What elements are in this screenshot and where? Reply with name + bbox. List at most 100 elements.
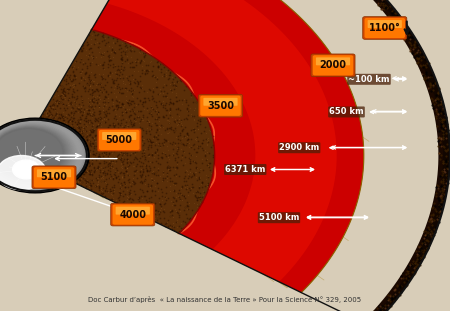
Point [54,100,61,104]
Point [29,145,36,150]
Point [379,303,386,308]
Point [186,216,193,221]
Point [70,153,77,158]
Point [178,225,185,230]
Point [85,171,92,176]
Point [95,130,103,135]
Point [378,6,386,11]
Point [49,159,56,164]
Point [89,123,96,128]
Point [197,197,204,202]
Point [63,79,70,84]
Point [437,205,445,210]
Point [44,132,51,137]
Point [36,143,43,148]
Point [156,67,163,72]
Point [414,57,422,62]
Point [435,136,442,141]
Point [174,211,181,216]
Point [137,169,144,174]
Point [47,123,54,128]
Point [44,138,51,143]
Point [43,125,50,130]
Point [394,27,401,32]
Point [178,122,185,127]
Point [43,149,50,154]
Point [189,182,196,187]
Point [26,155,33,160]
Point [133,206,140,211]
Point [148,170,156,175]
Point [134,147,141,152]
Point [61,165,68,170]
Point [118,164,125,169]
Point [196,194,203,199]
Point [58,92,65,97]
Point [66,97,73,102]
Point [436,209,444,214]
Point [82,181,89,186]
Point [123,171,130,176]
Point [442,148,449,153]
Point [60,163,68,168]
Point [58,160,65,165]
Point [28,157,35,162]
Point [22,151,29,156]
Point [193,194,200,199]
Point [42,133,49,138]
Point [107,173,114,178]
Point [434,90,441,95]
Point [202,172,210,177]
Point [58,113,65,118]
Point [84,111,91,116]
Point [144,146,152,151]
Point [440,104,447,109]
Point [444,131,450,136]
Point [36,146,43,151]
Point [110,90,117,95]
Point [86,82,94,87]
Point [62,138,69,143]
Point [107,89,114,94]
Point [73,106,80,111]
Point [437,201,445,206]
Point [67,174,74,179]
Point [179,162,186,167]
Point [181,194,188,199]
Point [54,171,61,176]
Point [420,239,427,244]
Point [185,192,192,197]
Point [122,122,129,127]
Point [153,137,161,142]
Point [162,191,169,196]
Point [43,144,50,149]
Point [195,176,202,181]
Point [119,102,126,107]
Point [397,29,405,34]
Point [25,146,32,151]
Point [90,127,97,132]
Point [105,106,112,111]
Point [176,97,183,102]
Point [59,101,67,106]
Point [414,43,422,48]
Point [136,61,144,66]
Point [392,23,399,28]
Point [113,133,120,138]
Point [61,158,68,163]
Point [105,73,112,78]
Point [24,150,32,155]
Point [199,112,206,117]
Point [184,108,191,113]
Point [191,130,198,135]
Point [99,146,106,151]
Point [162,137,169,142]
Point [77,126,84,131]
Point [80,150,87,155]
Point [153,218,161,223]
Point [164,68,171,73]
Point [45,159,52,164]
Point [183,131,190,136]
Point [36,157,44,162]
Point [76,170,83,175]
